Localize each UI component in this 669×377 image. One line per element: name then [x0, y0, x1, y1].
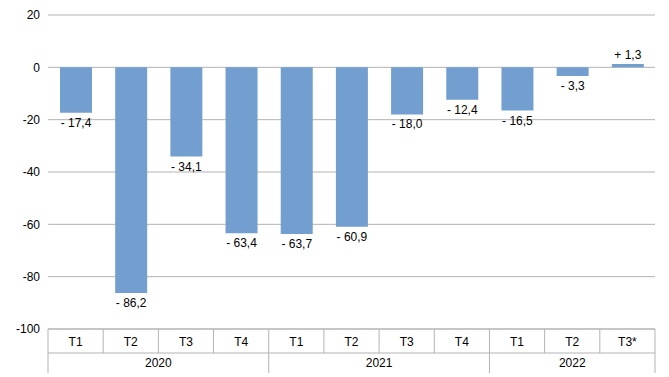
- svg-text:T4: T4: [234, 335, 248, 349]
- svg-text:0: 0: [33, 61, 40, 75]
- svg-text:T4: T4: [455, 335, 469, 349]
- svg-text:T3: T3: [400, 335, 414, 349]
- svg-text:- 3,3: - 3,3: [561, 79, 585, 93]
- svg-text:+ 1,3: + 1,3: [614, 48, 641, 62]
- svg-text:- 34,1: - 34,1: [171, 160, 202, 174]
- svg-text:-40: -40: [23, 165, 41, 179]
- svg-text:-100: -100: [16, 322, 40, 336]
- svg-text:- 63,7: - 63,7: [281, 237, 312, 251]
- svg-text:- 60,9: - 60,9: [337, 230, 368, 244]
- svg-text:-60: -60: [23, 218, 41, 232]
- svg-text:-20: -20: [23, 113, 41, 127]
- svg-text:T3: T3: [179, 335, 193, 349]
- svg-text:- 18,0: - 18,0: [392, 117, 423, 131]
- svg-text:- 16,5: - 16,5: [502, 114, 533, 128]
- svg-text:2021: 2021: [366, 356, 393, 370]
- svg-text:20: 20: [27, 8, 41, 22]
- svg-text:- 86,2: - 86,2: [116, 296, 147, 310]
- svg-text:2020: 2020: [145, 356, 172, 370]
- svg-text:-80: -80: [23, 270, 41, 284]
- svg-text:T1: T1: [510, 335, 524, 349]
- svg-text:T2: T2: [124, 335, 138, 349]
- svg-text:- 63,4: - 63,4: [226, 236, 257, 250]
- svg-text:T1: T1: [69, 335, 83, 349]
- svg-text:- 17,4: - 17,4: [61, 116, 92, 130]
- svg-text:- 12,4: - 12,4: [447, 103, 478, 117]
- svg-text:T1: T1: [289, 335, 303, 349]
- svg-text:T2: T2: [344, 335, 358, 349]
- svg-text:T2: T2: [565, 335, 579, 349]
- svg-text:2022: 2022: [559, 356, 586, 370]
- svg-text:T3*: T3*: [618, 335, 637, 349]
